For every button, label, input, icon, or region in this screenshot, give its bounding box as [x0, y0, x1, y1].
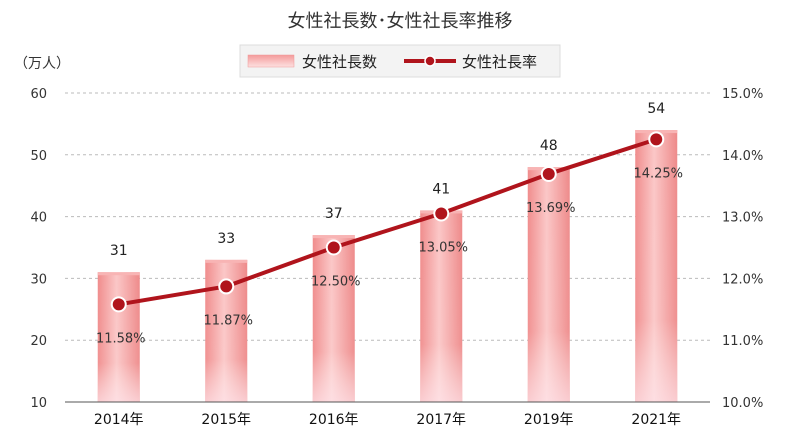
- line-point: [325, 239, 342, 256]
- bar-value-label: 31: [110, 243, 128, 259]
- chart-title: 女性社長数･女性社長率推移: [288, 11, 513, 32]
- legend-bar-swatch: [247, 54, 295, 68]
- legend: 女性社長数 女性社長率: [239, 44, 561, 78]
- x-tick-label: 2021年: [631, 412, 681, 428]
- line-value-labels: 11.58% 11.87% 12.50% 13.05% 13.69% 14.25%: [96, 166, 683, 346]
- y-left-tick-label: 40: [30, 211, 47, 226]
- y-left-tick-label: 30: [30, 272, 47, 287]
- x-tick-label: 2017年: [416, 412, 466, 428]
- bar-highlight: [635, 130, 678, 402]
- line-point: [433, 205, 450, 222]
- line-value-label: 14.25%: [633, 166, 683, 181]
- y-left-tick-label: 50: [30, 149, 47, 164]
- bar-top-edge: [97, 272, 140, 276]
- line-point: [540, 165, 557, 182]
- line-point: [110, 296, 127, 313]
- y-left-tick-label: 20: [30, 334, 47, 349]
- bar-value-label: 41: [432, 181, 450, 197]
- legend-bar-label: 女性社長数: [302, 53, 377, 71]
- bar-top-edge: [312, 235, 355, 239]
- x-axis: 2014年 2015年 2016年 2017年 2019年 2021年: [94, 412, 681, 428]
- x-tick-label: 2015年: [201, 412, 251, 428]
- y-right-tick-label: 11.0%: [722, 334, 763, 349]
- x-tick-label: 2019年: [524, 412, 574, 428]
- gridlines: [65, 92, 710, 341]
- bar-top-edge: [205, 259, 248, 263]
- y-axis-left: 10 20 30 40 50 60: [30, 87, 47, 411]
- line-value-label: 12.50%: [311, 275, 361, 290]
- y-left-tick-label: 60: [30, 87, 47, 102]
- x-tick-label: 2016年: [309, 412, 359, 428]
- y-right-tick-label: 13.0%: [722, 211, 763, 226]
- legend-line-marker: [424, 55, 436, 67]
- bar-value-label: 54: [647, 101, 665, 117]
- bar-value-label: 33: [217, 231, 235, 247]
- line-point: [218, 278, 235, 295]
- y-left-unit: （万人）: [14, 56, 70, 72]
- y-right-tick-label: 12.0%: [722, 272, 763, 287]
- bar-value-label: 48: [540, 138, 558, 154]
- line-series: [110, 131, 665, 313]
- x-tick-label: 2014年: [94, 412, 144, 428]
- y-left-tick-label: 10: [30, 396, 47, 411]
- bar-highlight: [312, 235, 355, 402]
- y-right-tick-label: 14.0%: [722, 149, 763, 164]
- bar-value-labels: 31 33 37 41 48 54: [110, 101, 665, 259]
- bar-highlight: [527, 167, 570, 402]
- line-path: [118, 137, 657, 307]
- line-value-label: 13.69%: [526, 201, 576, 216]
- legend-line-label: 女性社長率: [462, 53, 537, 71]
- bar-value-label: 37: [325, 206, 343, 222]
- line-value-label: 13.05%: [418, 241, 468, 256]
- bar-highlight: [97, 272, 140, 402]
- line-point: [648, 131, 665, 148]
- bar-highlight: [420, 210, 463, 402]
- line-value-label: 11.87%: [203, 313, 253, 328]
- bar-series: [97, 130, 678, 402]
- y-right-tick-label: 15.0%: [722, 87, 763, 102]
- y-right-tick-label: 10.0%: [722, 396, 763, 411]
- line-value-label: 11.58%: [96, 331, 146, 346]
- y-axis-right: 10.0% 11.0% 12.0% 13.0% 14.0% 15.0%: [722, 87, 763, 411]
